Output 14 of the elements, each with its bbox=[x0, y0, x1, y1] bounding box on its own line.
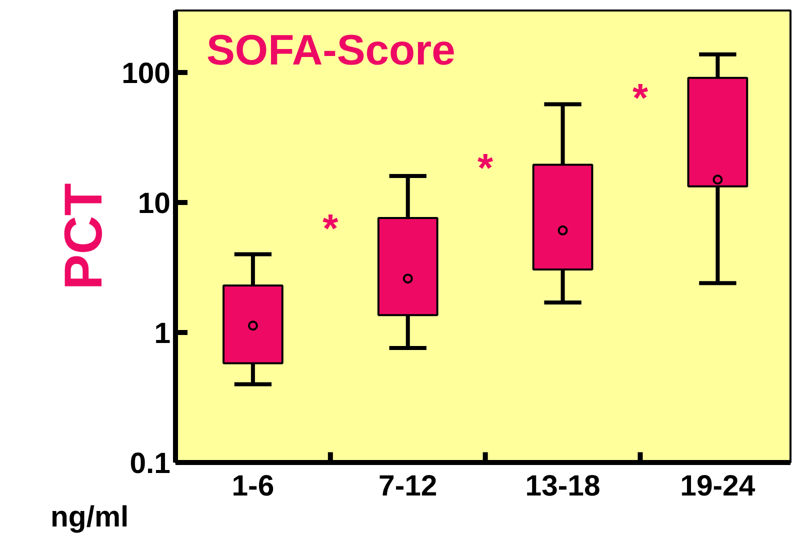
x-tick-label: 7-12 bbox=[378, 470, 438, 502]
annotation: * bbox=[322, 206, 339, 251]
y-tick-label: 1 bbox=[154, 317, 170, 350]
x-tick-label: 19-24 bbox=[680, 470, 756, 502]
annotation: * bbox=[478, 146, 494, 191]
text: ng/ml bbox=[50, 500, 129, 533]
y-axis-title: PCT bbox=[54, 183, 114, 290]
y-tick-label: 10 bbox=[138, 187, 171, 220]
x-tick-label: 1-6 bbox=[232, 470, 274, 502]
x-tick-label: 13-18 bbox=[525, 470, 600, 502]
y-tick-label: 100 bbox=[122, 57, 171, 90]
chart-title: SOFA-Score bbox=[206, 26, 456, 75]
annotation: * bbox=[632, 76, 648, 120]
y-tick-label: 0.1 bbox=[130, 447, 171, 480]
